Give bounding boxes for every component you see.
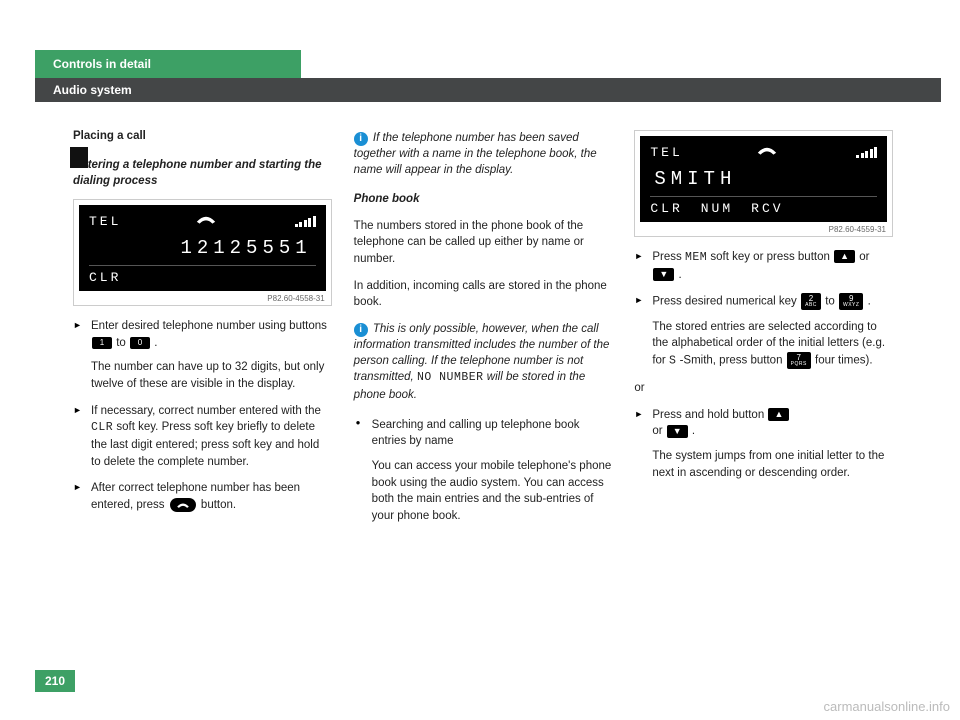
- watermark: carmanualsonline.info: [824, 699, 950, 714]
- col1-heading: Placing a call: [73, 130, 332, 142]
- col2-note2: i This is only possible, however, when t…: [354, 321, 613, 402]
- col1-step2: If necessary, correct number entered wit…: [73, 403, 332, 471]
- col1-step3: After correct telephone number has been …: [73, 480, 332, 513]
- col2-note1: i If the telephone number has been saved…: [354, 130, 613, 178]
- col1-step1: Enter desired telephone number using but…: [73, 318, 332, 393]
- col2-p2: In addition, incoming calls are stored i…: [354, 278, 613, 311]
- col2-heading: Phone book: [354, 192, 613, 208]
- page-number: 210: [35, 670, 75, 692]
- section-title: Audio system: [53, 83, 132, 97]
- or-label: or: [634, 380, 893, 397]
- column-3: TEL SMITH CLR NUM RCV: [634, 130, 893, 535]
- column-2: i If the telephone number has been saved…: [354, 130, 613, 535]
- key-2-icon: 2ABC: [801, 293, 821, 310]
- display2-sk1: CLR: [650, 201, 682, 216]
- phone-display-2: TEL SMITH CLR NUM RCV: [634, 130, 893, 237]
- up-arrow-icon: ▲: [834, 250, 855, 263]
- display1-number: 12125551: [89, 229, 316, 265]
- down-arrow-icon: ▼: [667, 425, 688, 438]
- thumb-tab: [70, 147, 88, 168]
- handset-icon: [195, 213, 217, 229]
- display1-softkey: CLR: [89, 270, 121, 285]
- col2-bullet1: Searching and calling up telephone book …: [354, 417, 613, 525]
- display2-sk2: NUM: [701, 201, 733, 216]
- info-icon: i: [354, 323, 368, 337]
- handset-icon: [756, 144, 778, 160]
- signal-icon: [856, 147, 877, 158]
- display2-ref: P82.60-4559-31: [829, 225, 886, 234]
- key-7-icon: 7PQRS: [787, 352, 811, 369]
- signal-icon: [295, 216, 316, 227]
- col3-step2-note: The stored entries are selected accordin…: [652, 319, 893, 371]
- down-arrow-icon: ▼: [653, 268, 674, 281]
- call-button-icon: [170, 498, 196, 512]
- col1-subheading: Entering a telephone number and starting…: [73, 158, 332, 189]
- key-1-icon: 1: [92, 337, 112, 349]
- col1-step1-note: The number can have up to 32 digits, but…: [91, 359, 332, 392]
- col2-p1: The numbers stored in the phone book of …: [354, 218, 613, 268]
- display2-sk3: RCV: [751, 201, 783, 216]
- display2-label: TEL: [650, 145, 682, 160]
- column-1: Placing a call Entering a telephone numb…: [73, 130, 332, 535]
- display1-ref: P82.60-4558-31: [267, 294, 324, 303]
- manual-page: Controls in detail Audio system Placing …: [35, 50, 905, 535]
- chapter-header: Controls in detail: [35, 50, 301, 78]
- col2-bullet1-p: You can access your mobile telephone's p…: [372, 458, 613, 525]
- col3-step3: Press and hold button ▲ or ▼ . The syste…: [634, 407, 893, 482]
- key-0-icon: 0: [130, 337, 150, 349]
- content-columns: Placing a call Entering a telephone numb…: [35, 102, 905, 535]
- col3-step3-note: The system jumps from one initial letter…: [652, 448, 893, 481]
- col3-step1: Press MEM soft key or press button ▲ or …: [634, 249, 893, 283]
- col3-step2: Press desired numerical key 2ABC to 9WXY…: [634, 293, 893, 370]
- info-icon: i: [354, 132, 368, 146]
- display1-label: TEL: [89, 214, 121, 229]
- phone-display-1: TEL 12125551 CLR P82.60-4558-31: [73, 199, 332, 306]
- section-header: Audio system: [35, 78, 941, 102]
- display2-name: SMITH: [650, 160, 877, 196]
- key-9-icon: 9WXYZ: [839, 293, 863, 310]
- up-arrow-icon: ▲: [768, 408, 789, 421]
